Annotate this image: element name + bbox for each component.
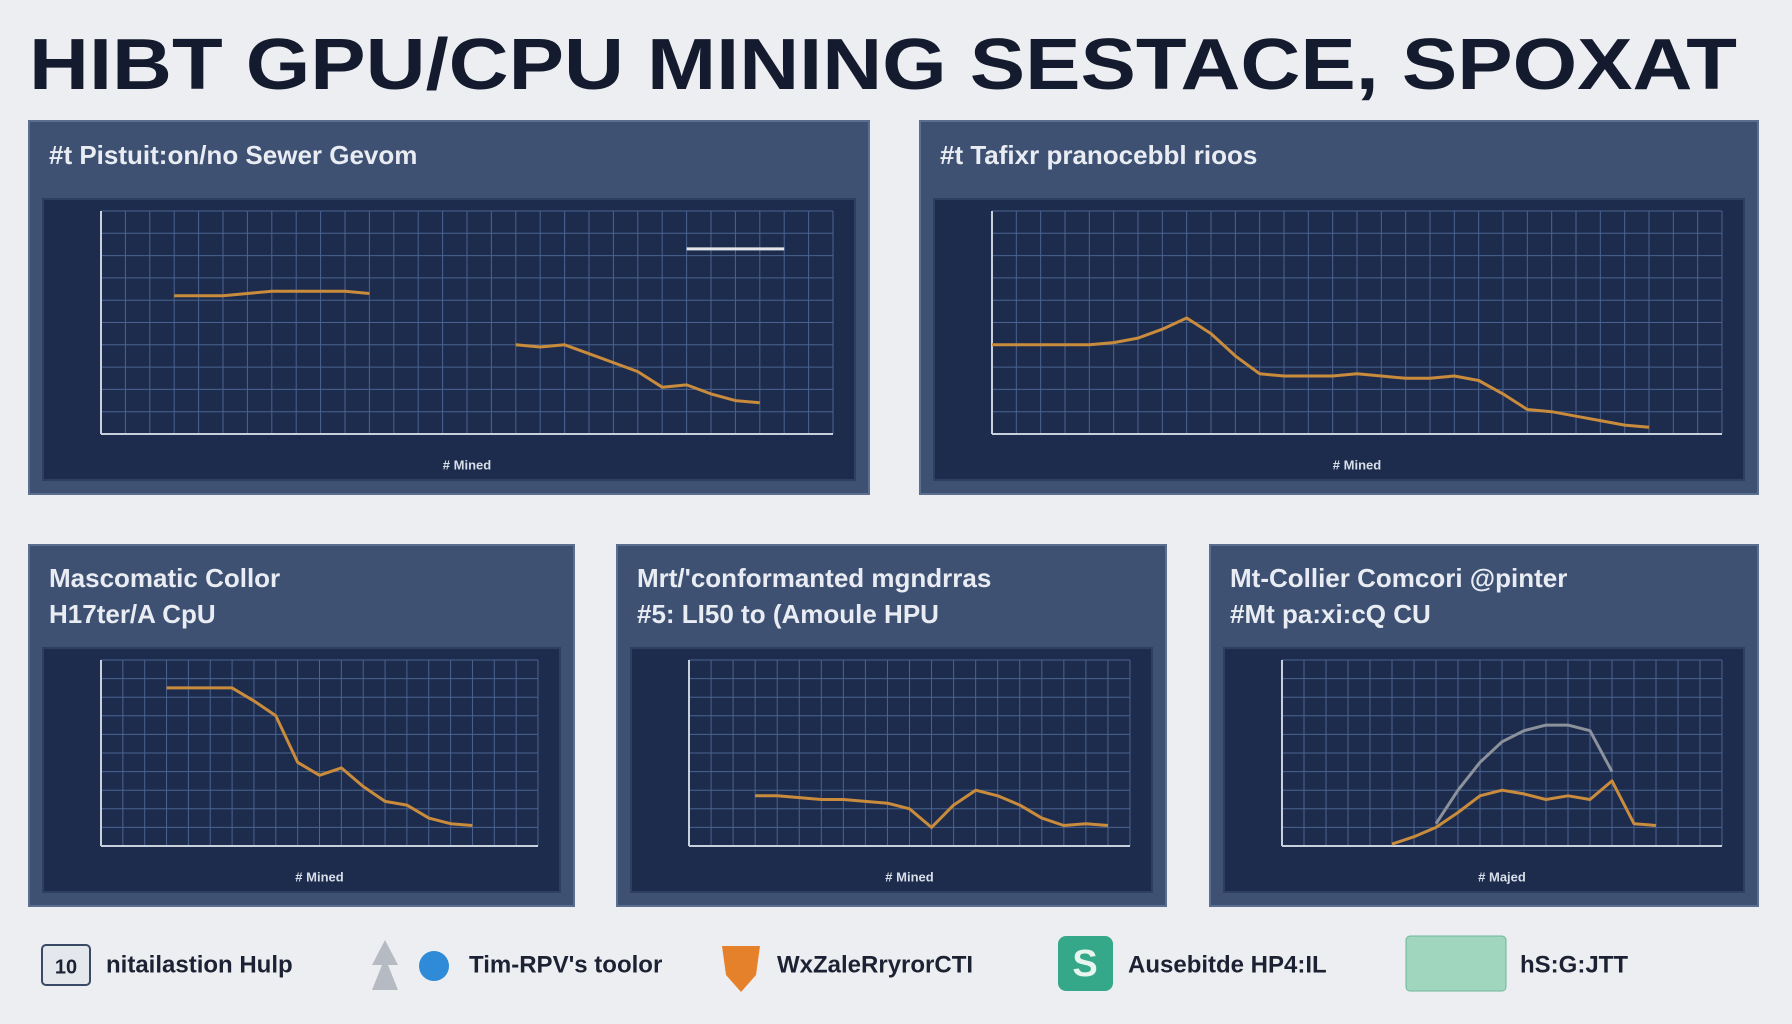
footer-badge: 10 — [55, 956, 77, 978]
footer-item[interactable]: WxZaleRryrorCTI — [777, 951, 973, 978]
x-axis-label: # Mined — [443, 457, 491, 472]
footer-icon[interactable] — [41, 944, 91, 986]
panel-subtitle: #Mt pa:xi:cQ CU — [1230, 599, 1431, 629]
plot-bg — [42, 647, 561, 893]
footer-icon — [372, 940, 398, 990]
plot-bg — [1223, 647, 1745, 893]
footer-icon[interactable] — [419, 951, 449, 981]
data-line — [755, 788, 1109, 829]
data-line — [1391, 779, 1657, 846]
x-axis-label: # Majed — [1478, 869, 1526, 884]
footer-item[interactable]: Ausebitde HP4:IL — [1128, 951, 1327, 978]
x-axis-label: # Mined — [885, 869, 933, 884]
panel-title: Mt-Collier Comcori @pinter — [1230, 563, 1567, 593]
plot-bg — [630, 647, 1153, 893]
chart-panel: Mt-Collier Comcori @pinter #Mt pa:xi:cQ C… — [1209, 544, 1759, 907]
svg-text:S: S — [1072, 943, 1097, 985]
panel-title: Mascomatic Collor — [49, 563, 280, 593]
data-line — [1434, 723, 1614, 825]
data-line — [166, 686, 473, 827]
panel-title: #t Tafixr pranocebbl rioos — [940, 140, 1257, 170]
footer-icon[interactable] — [1058, 936, 1113, 991]
footer-icon[interactable] — [1405, 935, 1507, 992]
panel-title: Mrt/'conformanted mgndrras — [637, 563, 991, 593]
chart-panel: #t Tafixr pranocebbl rioos # Mined — [919, 120, 1759, 495]
data-line — [992, 316, 1650, 429]
plot-bg — [42, 198, 856, 481]
footer-icon[interactable] — [722, 946, 760, 992]
chart-panel: #t Pistuit:on/no Sewer Gevom # Mined — [28, 120, 870, 495]
footer-item[interactable]: nitailastion Hulp — [106, 951, 293, 978]
footer-item[interactable]: Tim-RPV's toolor — [469, 951, 662, 978]
panel-subtitle: #5: LI50 to (Amoule HPU — [637, 599, 939, 629]
x-axis-label: # Mined — [295, 869, 343, 884]
data-line — [174, 289, 760, 405]
plot-bg — [933, 198, 1745, 481]
x-axis-label: # Mined — [1333, 457, 1381, 472]
chart-panel: Mascomatic Collor H17ter/A CpU # Mined — [28, 544, 575, 907]
panel-title: #t Pistuit:on/no Sewer Gevom — [49, 140, 417, 170]
footer-item[interactable]: hS:G:JTT — [1520, 951, 1628, 978]
footer: 10 nitailastion Hulp Tim-RPV's toolor Wx… — [41, 935, 1628, 992]
panel-subtitle: H17ter/A CpU — [49, 599, 216, 629]
chart-panel: Mrt/'conformanted mgndrras #5: LI50 to (A… — [616, 544, 1167, 907]
page-title: HIBT GPU/CPU MINING SESTACE, SPOXAT — [29, 25, 1737, 105]
